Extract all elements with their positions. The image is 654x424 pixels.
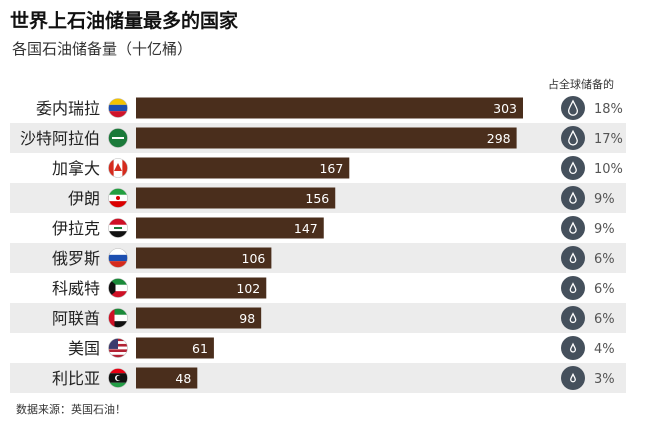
usa-flag-icon — [108, 338, 128, 358]
source-note: 数据来源：英国石油！ — [16, 403, 126, 416]
bar — [136, 127, 517, 149]
bar-value-label: 98 — [239, 311, 255, 326]
bar-row: 科威特 102 6% — [52, 276, 615, 300]
share-circle — [561, 186, 585, 210]
venezuela-flag-icon — [108, 98, 128, 118]
russia-flag-icon — [108, 248, 128, 268]
oil-drop-icon — [569, 312, 577, 324]
iraq-flag-icon — [108, 218, 128, 238]
chart-title: 世界上石油储量最多的国家 — [10, 10, 239, 32]
oil-drop-icon — [569, 252, 577, 264]
oil-drop-icon — [570, 372, 576, 383]
share-circle — [561, 216, 585, 240]
bar-row: 沙特阿拉伯 298 17% — [10, 123, 626, 153]
bar-value-label: 167 — [319, 161, 343, 176]
oil-drop-icon — [569, 221, 577, 234]
share-circle — [561, 246, 585, 270]
bar-row: 委内瑞拉 303 18% — [36, 96, 623, 120]
country-label: 加拿大 — [52, 159, 100, 178]
bar-row: 加拿大 167 10% — [52, 156, 623, 180]
bar — [136, 337, 214, 359]
share-circle — [561, 366, 585, 390]
iran-flag-icon — [108, 188, 128, 208]
bar-row: 利比亚 48 3% — [10, 363, 626, 393]
country-label: 科威特 — [52, 279, 100, 298]
bar-value-label: 298 — [487, 131, 511, 146]
bar-value-label: 61 — [192, 341, 208, 356]
country-label: 伊朗 — [68, 189, 100, 208]
kuwait-flag-icon — [108, 278, 128, 298]
bar — [136, 97, 523, 119]
share-circle — [561, 336, 585, 360]
oil-drop-icon — [569, 161, 577, 174]
bar-row: 俄罗斯 106 6% — [10, 243, 626, 273]
libya-flag-icon — [108, 368, 128, 388]
share-percent-label: 9% — [594, 192, 615, 207]
share-percent-label: 6% — [594, 282, 615, 297]
bar-row: 伊朗 156 9% — [10, 183, 626, 213]
canada-flag-icon — [108, 158, 128, 178]
oil-drop-icon — [567, 99, 579, 116]
chart-subtitle: 各国石油储备量（十亿桶） — [12, 40, 193, 58]
share-percent-label: 10% — [594, 162, 623, 177]
bar-value-label: 48 — [175, 371, 191, 386]
bar-value-label: 102 — [236, 281, 260, 296]
share-percent-label: 4% — [594, 342, 615, 357]
bar — [136, 277, 267, 299]
bar — [136, 367, 198, 389]
oil-drop-icon — [569, 191, 577, 204]
row-stripe — [10, 363, 626, 393]
bar — [136, 217, 324, 239]
saudi-arabia-flag-icon — [108, 128, 128, 148]
bar — [136, 247, 272, 269]
country-label: 美国 — [68, 339, 100, 358]
oil-drop-icon — [568, 129, 578, 146]
bar-row: 伊拉克 147 9% — [52, 216, 615, 240]
oil-drop-icon — [569, 342, 577, 353]
oil-drop-icon — [569, 282, 577, 294]
share-circle — [561, 156, 585, 180]
uae-flag-icon — [108, 308, 128, 328]
country-label: 沙特阿拉伯 — [20, 129, 100, 148]
bar-value-label: 147 — [294, 221, 318, 236]
bar — [136, 307, 262, 329]
share-circle — [561, 126, 585, 150]
country-label: 阿联酋 — [52, 309, 100, 328]
share-percent-label: 6% — [594, 252, 615, 267]
country-label: 利比亚 — [52, 369, 100, 388]
bar-value-label: 303 — [493, 101, 517, 116]
row-stripe — [10, 303, 626, 333]
bar — [136, 187, 336, 209]
country-label: 俄罗斯 — [52, 249, 100, 268]
share-percent-label: 18% — [594, 102, 623, 117]
share-percent-label: 3% — [594, 372, 615, 387]
bar-value-label: 106 — [242, 251, 266, 266]
share-circle — [561, 96, 585, 120]
share-column-header: 占全球储备的 — [548, 78, 614, 91]
bar-value-label: 156 — [305, 191, 329, 206]
share-circle — [561, 276, 585, 300]
country-label: 伊拉克 — [52, 219, 100, 238]
bar — [136, 157, 350, 179]
share-circle — [561, 306, 585, 330]
share-percent-label: 17% — [594, 132, 623, 147]
bar-row: 阿联酋 98 6% — [10, 303, 626, 333]
share-percent-label: 6% — [594, 312, 615, 327]
bar-row: 美国 61 4% — [68, 336, 615, 360]
country-label: 委内瑞拉 — [36, 99, 100, 118]
row-stripe — [10, 243, 626, 273]
share-percent-label: 9% — [594, 222, 615, 237]
